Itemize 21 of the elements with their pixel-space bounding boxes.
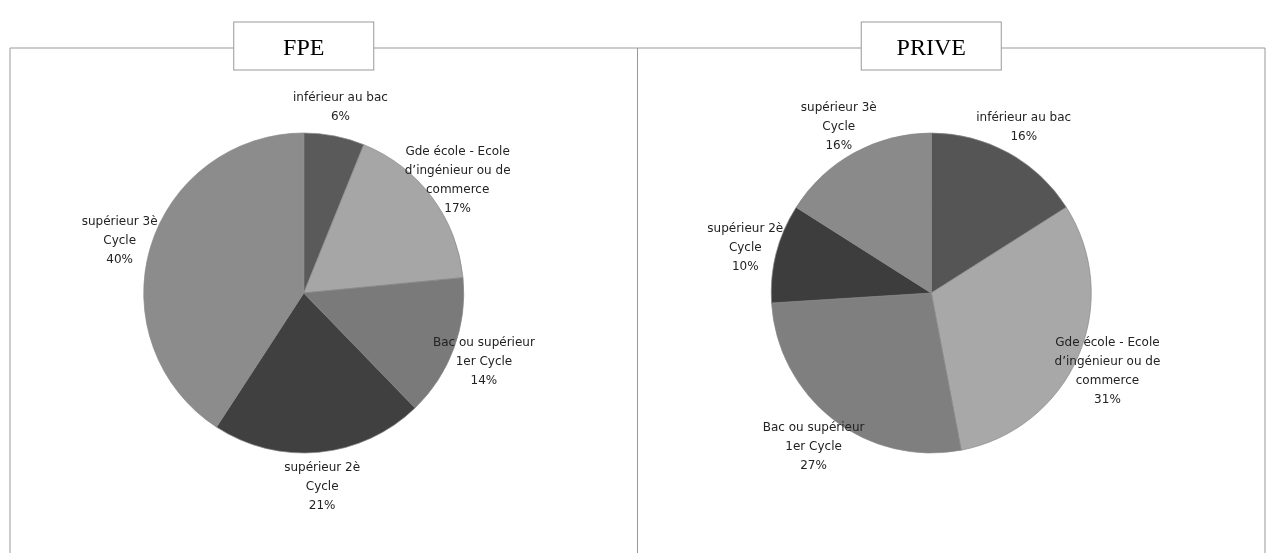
data-label: 16% (825, 138, 853, 153)
slice-label: supérieur 3è Cycle (81, 213, 158, 247)
slice-label: supérieur 3è Cycle (800, 100, 877, 134)
slice-label: Gde école - Ecole d’ingénieur ou de commerce (1054, 335, 1161, 388)
slice-label: supérieur 2è Cycle (284, 459, 361, 493)
data-label: 17% (444, 201, 471, 216)
slice-label: Bac ou supérieur 1er Cycle (433, 334, 535, 368)
slice-label: inférieur au bac (976, 109, 1072, 124)
data-label: 16% (1010, 128, 1038, 143)
data-label: 10% (731, 258, 759, 273)
data-label: 6% (330, 108, 350, 123)
data-label: 27% (800, 458, 827, 473)
data-label: 40% (106, 251, 134, 266)
data-label: 14% (470, 372, 498, 387)
slice-label: Gde école - Ecole d’ingénieur ou de commerce (404, 144, 511, 197)
data-label: 31% (1094, 392, 1121, 407)
slice-label: supérieur 2è Cycle (707, 220, 784, 254)
slice-label: inférieur au bac (293, 89, 388, 104)
chart-title: FPE (283, 34, 325, 60)
chart-title: PRIVE (896, 34, 966, 60)
data-label: 21% (308, 497, 336, 512)
